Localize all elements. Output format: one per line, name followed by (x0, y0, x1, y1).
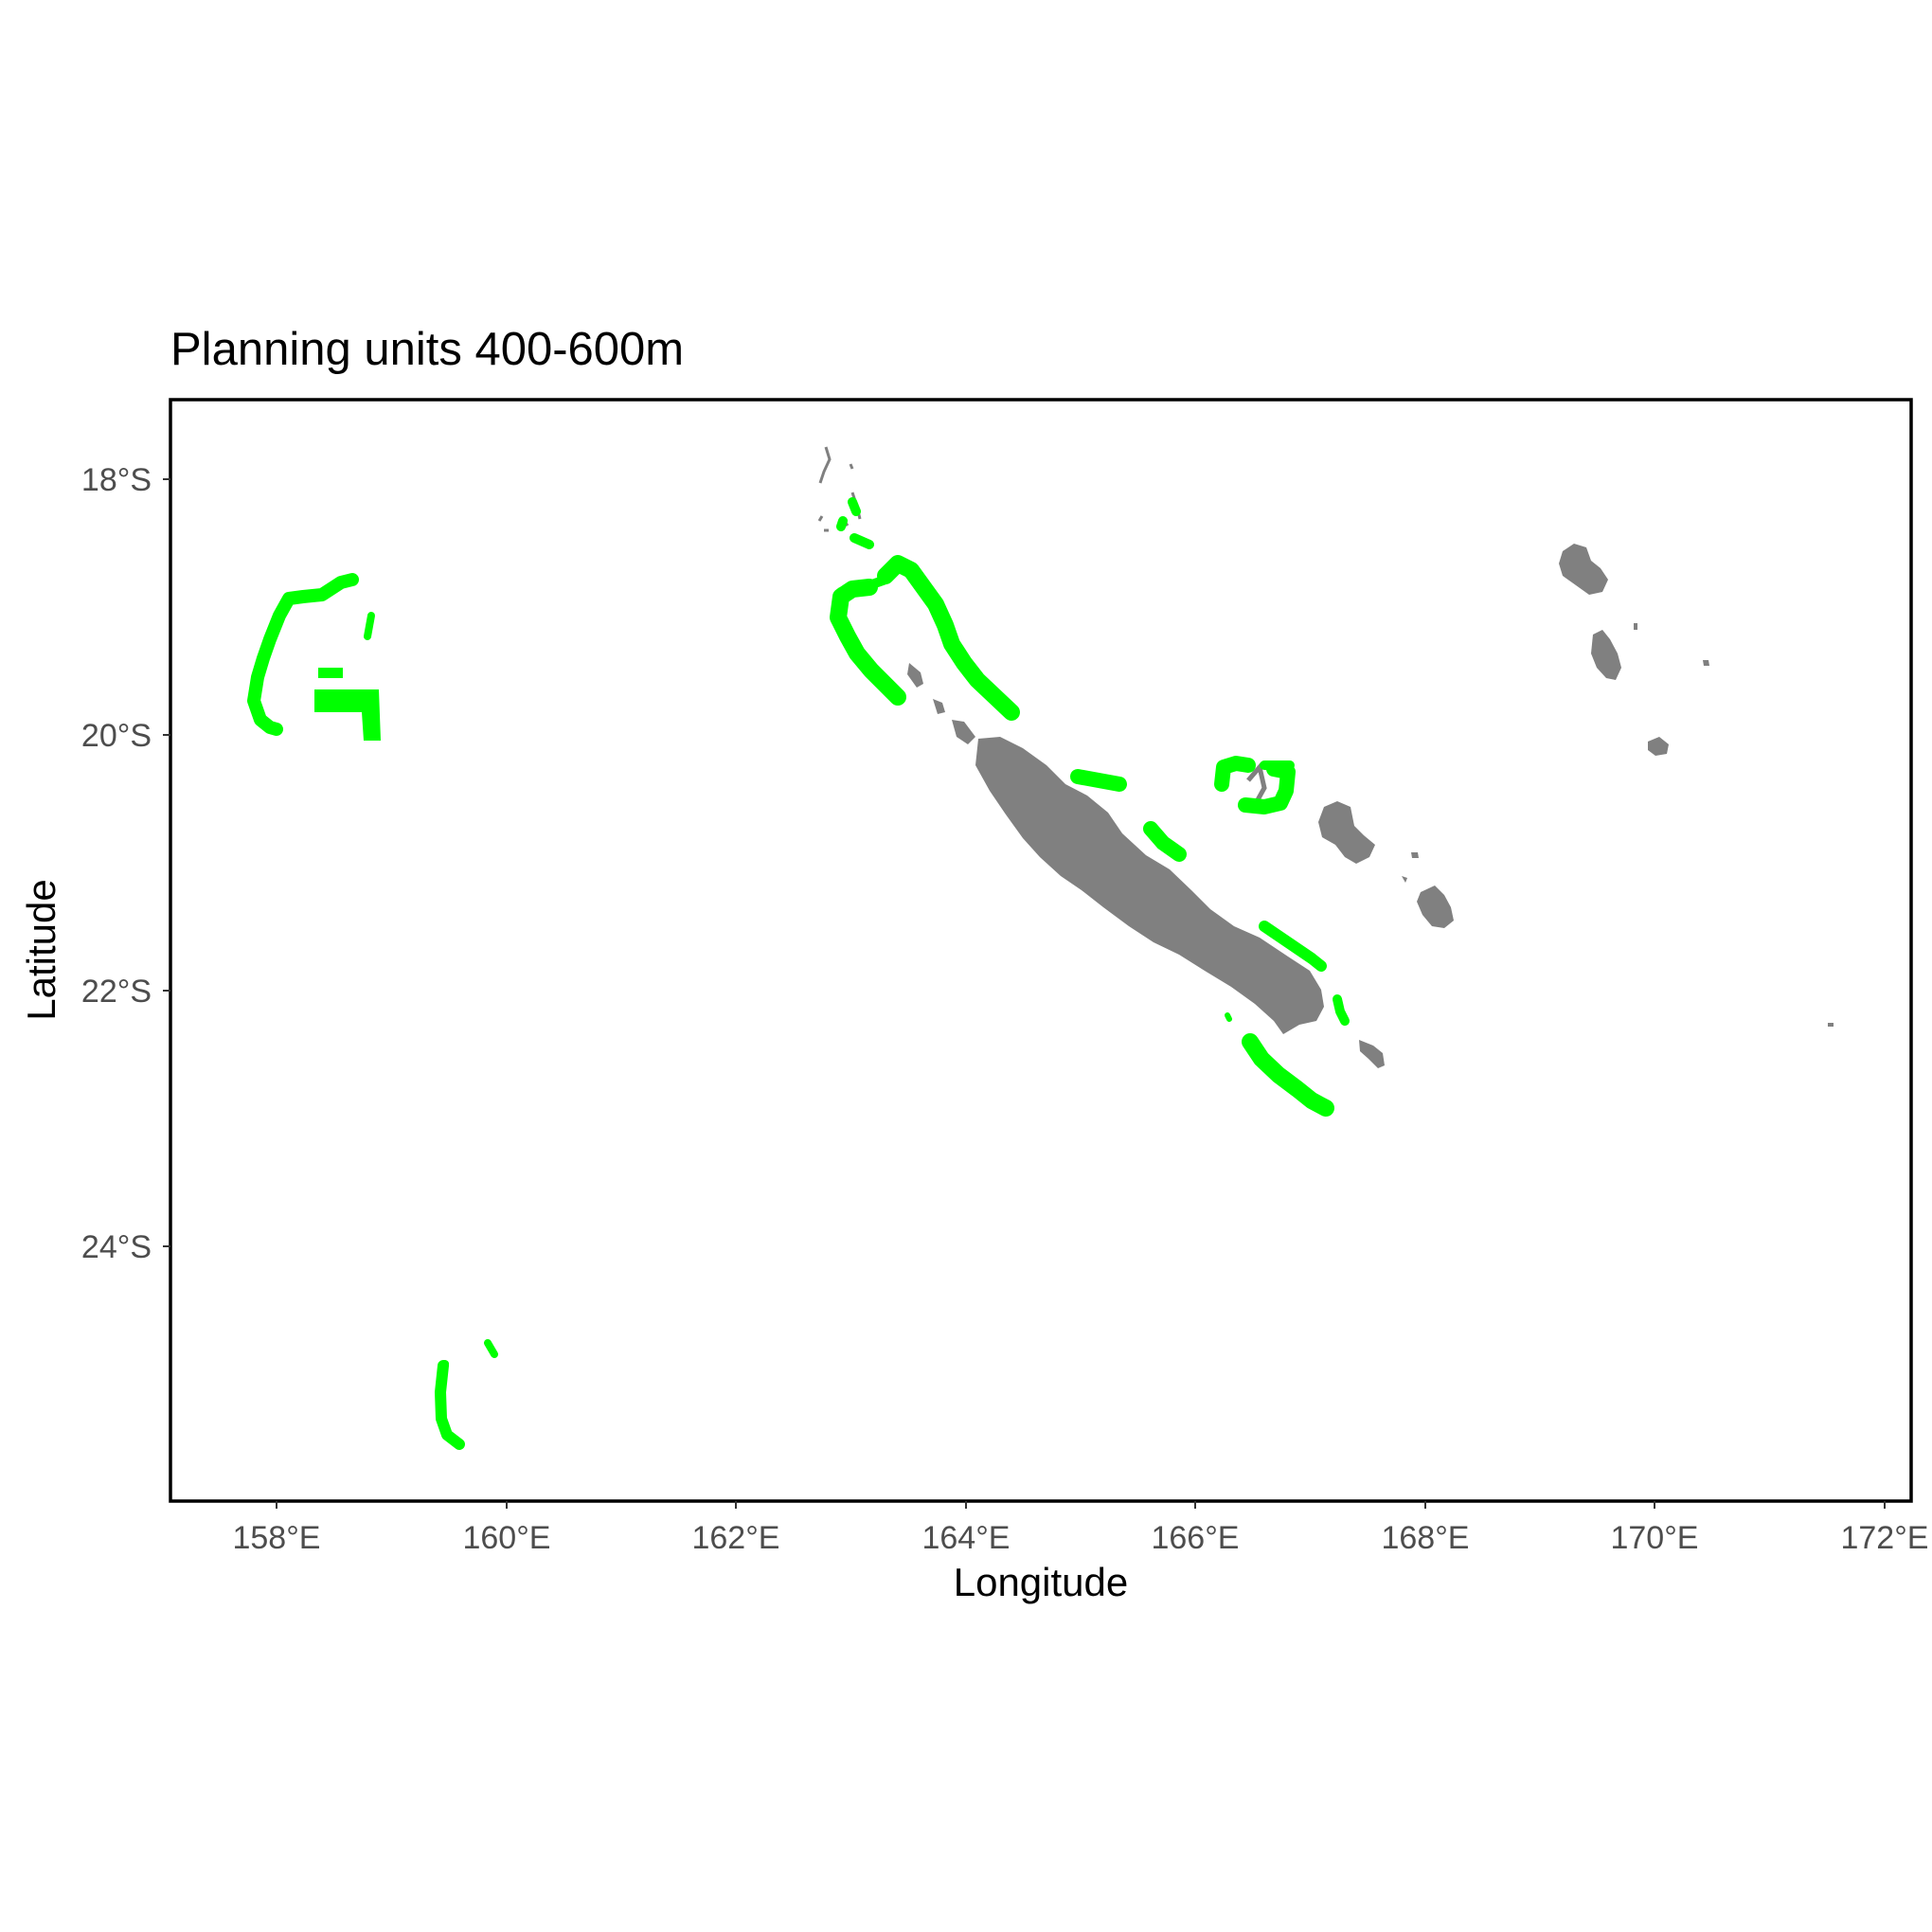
southeast-reef-2 (1333, 994, 1350, 1026)
ouvea-reef (1214, 756, 1256, 792)
north-lagoon-connector (836, 575, 890, 597)
northern-islet-chain (907, 663, 975, 744)
chesterfield-reef-bank (314, 668, 381, 741)
mare-island (1417, 886, 1454, 928)
land-layer (817, 446, 1834, 1068)
grande-terre-island (975, 737, 1324, 1034)
bellona-reef-west (435, 1360, 465, 1450)
x-tick-label: 164°E (921, 1520, 1010, 1556)
map-panel (169, 398, 1913, 1503)
south-lagoon-islet (1225, 1012, 1232, 1022)
vanuatu-north-island (1559, 544, 1608, 595)
x-tick-label: 168°E (1381, 1520, 1469, 1556)
x-tick-label: 162°E (691, 1520, 779, 1556)
x-tick-label: 166°E (1151, 1520, 1239, 1556)
map-title: Planning units 400-600m (170, 324, 684, 375)
planning-units-layer (247, 497, 1350, 1450)
x-tick-label: 160°E (462, 1520, 550, 1556)
isle-of-pines (1359, 1040, 1385, 1068)
y-tick-label: 22°S (81, 974, 152, 1010)
x-tick-label: 170°E (1610, 1520, 1698, 1556)
vanuatu-south-island (1648, 737, 1669, 756)
lifou-island (1318, 801, 1375, 864)
x-tick-label: 172°E (1840, 1520, 1928, 1556)
chesterfield-reef-arc (247, 573, 359, 736)
panel-frame (169, 398, 1913, 1503)
vanuatu-central-island (1591, 630, 1621, 680)
x-axis: 158°E 160°E 162°E 164°E 166°E 168°E 170°… (232, 1501, 1929, 1604)
south-lagoon-reef (1242, 1033, 1334, 1117)
y-axis: 18°S 20°S 22°S 24°S Latitude (19, 462, 170, 1265)
y-tick-label: 18°S (81, 462, 152, 498)
north-lagoon-islets (836, 497, 874, 549)
y-axis-title: Latitude (19, 879, 63, 1020)
southeast-reef-1 (1259, 921, 1327, 972)
bellona-reef-north (439, 1339, 498, 1377)
east-reef-segment-1 (1070, 769, 1127, 792)
y-tick-label: 24°S (81, 1229, 152, 1265)
ouvea-reef-east (1238, 761, 1296, 814)
y-tick-label: 20°S (81, 718, 152, 754)
tiga-islet (1402, 852, 1419, 883)
x-axis-title: Longitude (954, 1560, 1129, 1604)
x-tick-label: 158°E (232, 1520, 320, 1556)
east-reef-segment-2 (1143, 821, 1187, 862)
chesterfield-reef-east (364, 612, 375, 640)
north-lagoon-east-arc (877, 555, 1020, 721)
